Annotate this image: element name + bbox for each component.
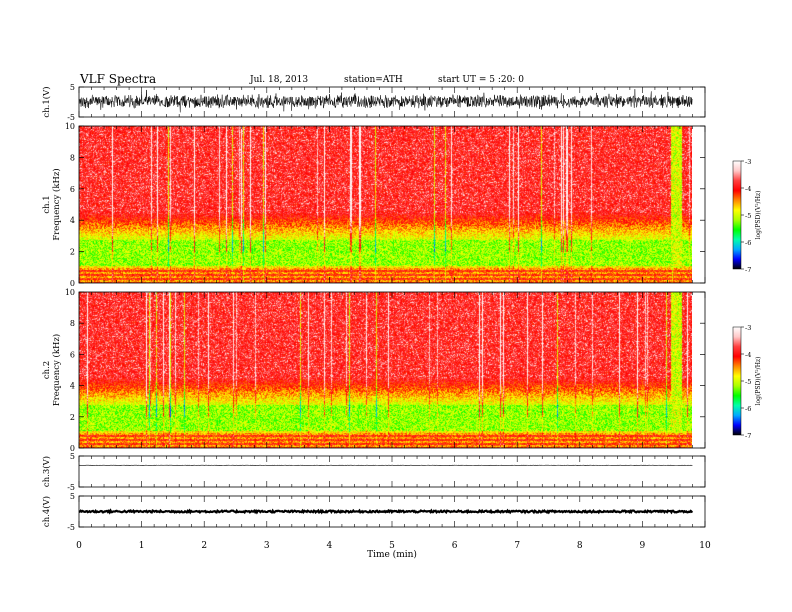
ch1-spectrogram-ytick-label: 10 bbox=[65, 122, 75, 131]
cb1-tick-label: -5 bbox=[745, 212, 751, 220]
x-tick-label: 3 bbox=[264, 541, 270, 551]
figure-station: station=ATH bbox=[344, 75, 403, 85]
ch1-waveform-ytick-label: 5 bbox=[70, 83, 75, 92]
ch3-waveform-ytick-label: -5 bbox=[67, 483, 75, 492]
ch4-waveform-ytick-label: -5 bbox=[67, 523, 75, 532]
x-tick-label: 7 bbox=[514, 541, 520, 551]
x-tick-label: 0 bbox=[76, 541, 82, 551]
ch2-colorbar: -3 -4 -5 -6 -7 log(PSD)(V²/Hz) bbox=[732, 324, 762, 440]
ch3-waveform-frame bbox=[78, 455, 706, 488]
cb2-tick-label: -3 bbox=[745, 324, 751, 332]
ch2-spectrogram-panel: 0 2 4 6 8 10 ch.2Frequency (kHz) bbox=[42, 288, 706, 453]
cb2-tick-label: -5 bbox=[745, 378, 751, 386]
ch3-waveform-ylabel: ch.3(V) bbox=[41, 456, 52, 487]
cb2-tick-label: -6 bbox=[745, 405, 751, 413]
cb1-tick-label: -4 bbox=[745, 185, 751, 193]
ch4-waveform-panel: 5 -5 ch.4(V) bbox=[41, 492, 706, 532]
ch2-spectrogram-frame bbox=[78, 291, 706, 449]
ch1-waveform-trace bbox=[78, 89, 693, 113]
ch4-waveform-trace bbox=[78, 508, 694, 515]
ch1-spectrogram-ylabel: ch.1Frequency (kHz) bbox=[42, 168, 62, 240]
ch1-waveform-ylabel: ch.1(V) bbox=[41, 86, 52, 117]
ch1-spectrogram-panel: 0 2 4 6 8 10 ch.1Frequency (kHz) bbox=[42, 122, 706, 288]
ch2-spectrogram-ytick-label: 4 bbox=[70, 382, 75, 391]
figure-title: VLF Spectra bbox=[79, 72, 156, 86]
ch3-waveform-ytick-label: 5 bbox=[70, 452, 75, 461]
ch2-spectrogram-image bbox=[79, 292, 692, 448]
figure-start-time: start UT = 5 :20: 0 bbox=[438, 75, 524, 85]
ch1-spectrogram-image bbox=[79, 126, 692, 283]
time-axis: 0 1 2 3 4 5 6 7 8 9 10 bbox=[76, 541, 711, 551]
cb2-tick-label: -7 bbox=[745, 432, 751, 440]
ch4-waveform-ylabel: ch.4(V) bbox=[41, 496, 52, 527]
ch2-spectrogram-ytick-label: 2 bbox=[70, 413, 75, 422]
ch4-waveform-ytick-label: 5 bbox=[70, 492, 75, 501]
ch1-spectrogram-ytick-label: 6 bbox=[70, 185, 75, 194]
ch1-spectrogram-ytick-label: 2 bbox=[70, 248, 75, 257]
ch2-spectrogram-ytick-label: 10 bbox=[65, 288, 75, 297]
ch2-spectrogram-ylabel: ch.2Frequency (kHz) bbox=[42, 334, 62, 406]
ch3-waveform-panel: 5 -5 ch.3(V) bbox=[41, 452, 706, 492]
x-tick-label: 9 bbox=[640, 541, 646, 551]
ch1-waveform-ytick-label: -5 bbox=[67, 113, 75, 122]
ch2-spectrogram-ytick-label: 0 bbox=[70, 444, 75, 453]
cb1-tick-label: -3 bbox=[745, 158, 751, 166]
x-tick-label: 1 bbox=[139, 541, 145, 551]
cb1-label: log(PSD)(V²/Hz) bbox=[755, 191, 762, 240]
x-tick-label: 5 bbox=[389, 541, 395, 551]
ch1-spectrogram-frame bbox=[78, 125, 706, 284]
ch1-spectrogram-ytick-label: 8 bbox=[70, 153, 75, 162]
cb1-tick-label: -6 bbox=[745, 239, 751, 247]
x-tick-label: 10 bbox=[699, 541, 711, 551]
cb1-tick-label: -7 bbox=[745, 266, 751, 274]
ch1-spectrogram-ytick-label: 4 bbox=[70, 216, 75, 225]
cb2-tick-label: -4 bbox=[745, 351, 751, 359]
x-axis-label: Time (min) bbox=[367, 549, 417, 560]
ch1-waveform-frame bbox=[78, 86, 706, 118]
x-tick-label: 2 bbox=[201, 541, 207, 551]
ch1-colorbar: -3 -4 -5 -6 -7 log(PSD)(V²/Hz) bbox=[732, 158, 762, 274]
ch1-spectrogram-ytick-label: 0 bbox=[70, 279, 75, 288]
figure-date: Jul. 18, 2013 bbox=[249, 75, 308, 85]
cb1-scale bbox=[732, 160, 742, 270]
ch4-waveform-frame bbox=[78, 495, 706, 528]
x-tick-label: 6 bbox=[452, 541, 458, 551]
cb2-scale bbox=[732, 326, 742, 436]
ch2-spectrogram-ytick-label: 6 bbox=[70, 350, 75, 359]
ch1-waveform-panel: 5 -5 ch.1(V) bbox=[41, 83, 706, 122]
ch2-spectrogram-ytick-label: 8 bbox=[70, 319, 75, 328]
cb2-label: log(PSD)(V²/Hz) bbox=[755, 357, 762, 406]
x-tick-label: 4 bbox=[327, 541, 333, 551]
x-tick-label: 8 bbox=[577, 541, 583, 551]
